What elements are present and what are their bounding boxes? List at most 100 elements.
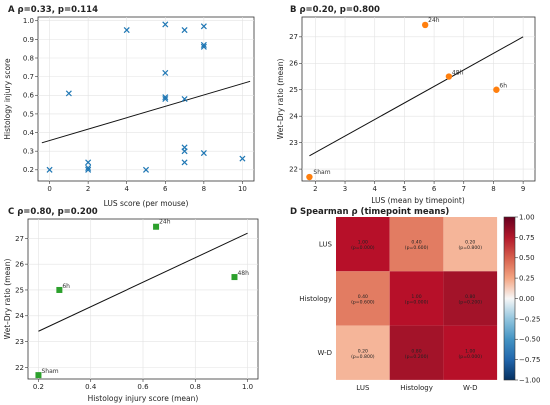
point-label: 24h	[159, 219, 171, 226]
heatmap-cell-pvalue: (p=0.000)	[351, 245, 375, 251]
colorbar-tick-label: −0.25	[519, 315, 540, 323]
panel-b-title: B ρ=0.20, p=0.800	[290, 5, 380, 15]
x-tick-label: 8	[491, 185, 495, 193]
data-point-stroke	[85, 164, 92, 171]
x-tick-label: 5	[402, 185, 406, 193]
heatmap-cell-pvalue: (p=0.000)	[405, 299, 429, 305]
colorbar	[503, 216, 516, 381]
panel-a-xlabel: LUS score (per mouse)	[104, 199, 189, 208]
data-point-stroke	[162, 94, 169, 101]
heatmap-cell-fill	[336, 217, 390, 272]
colorbar-tick-label: 0.00	[519, 295, 535, 303]
data-point	[493, 86, 500, 93]
heatmap-cell-fill	[336, 325, 390, 380]
data-point-stroke	[123, 27, 130, 34]
data-point	[200, 41, 207, 48]
data-point	[200, 23, 207, 30]
heatmap-cell-pvalue: (p=0.200)	[458, 299, 482, 305]
panel-a: A ρ=0.33, p=0.114 0 2 4 6 8 10 0.2 0.3 0.4 0.5 0.6…	[3, 5, 255, 208]
data-point	[162, 21, 169, 28]
panel-b-fit-line	[309, 36, 524, 157]
heatmap-cell-value: 0.80	[465, 294, 475, 300]
panel-b-points: Sham 24h 48h 6h	[306, 17, 507, 181]
fit-line	[38, 232, 248, 332]
heatmap-cell-value: 1.00	[411, 294, 421, 300]
y-tick-label: 0.4	[23, 129, 35, 137]
heatmap-row-label: LUS	[319, 241, 333, 249]
data-point-stroke	[162, 95, 169, 103]
y-tick-label: 0.6	[23, 92, 35, 100]
heatmap-cell-fill	[389, 271, 444, 326]
heatmap-cell: 0.20(p=0.800)	[443, 217, 498, 272]
data-point-stroke	[200, 43, 207, 50]
data-point	[35, 372, 42, 379]
data-point	[445, 73, 453, 80]
x-tick-label: 1.0	[242, 383, 253, 391]
heatmap-col-label: Histology	[400, 384, 433, 392]
y-tick-label: 0.5	[23, 110, 34, 118]
panel-a-ticks: 0 2 4 6 8 10 0.2 0.3 0.4 0.5 0.6 0.7 0.8 0.9 1.0	[23, 17, 247, 193]
colorbar-tick-label: −1.00	[519, 376, 540, 384]
panel-b-ylabel: Wet–Dry ratio (mean)	[276, 59, 285, 140]
data-point	[421, 21, 429, 29]
y-tick-label: 24	[289, 113, 298, 121]
heatmap-cell: 1.00(p=0.000)	[389, 271, 444, 326]
heatmap-cell: 0.40(p=0.600)	[389, 217, 444, 272]
data-point	[153, 223, 160, 230]
panel-b-xlabel: LUS (mean by timepoint)	[371, 196, 465, 205]
heatmap-cell-pvalue: (p=0.800)	[351, 354, 375, 360]
data-point	[162, 94, 169, 101]
data-point	[85, 164, 92, 171]
point-label: 48h	[452, 70, 464, 77]
heatmap-cell-value: 0.20	[358, 348, 368, 354]
x-tick-label: 0.8	[190, 383, 201, 391]
fit-line	[41, 80, 251, 144]
heatmap-row-label: W-D	[317, 349, 332, 357]
x-tick-label: 4	[124, 185, 129, 193]
heatmap-cell-fill	[443, 271, 498, 326]
data-point-stroke	[181, 148, 188, 155]
panel-c-grid	[28, 219, 258, 379]
heatmap-cell-pvalue: (p=0.800)	[458, 245, 482, 251]
panel-c-points: Sham 6h 24h 48h	[35, 219, 249, 379]
data-point	[231, 274, 238, 281]
data-point-stroke	[200, 150, 207, 157]
colorbar-tick-label: 0.25	[519, 275, 535, 283]
y-tick-label: 0.3	[23, 148, 34, 156]
y-tick-label: 26	[289, 60, 298, 68]
data-point-stroke	[181, 27, 188, 34]
heatmap-cell-value: 0.40	[358, 294, 368, 300]
heatmap-cell-value: 0.80	[411, 348, 421, 354]
panel-a-ylabel: Histology injury score	[3, 58, 12, 140]
panel-d: D Spearman ρ (timepoint means) 1.00(p=0.…	[290, 207, 540, 392]
heatmap-col-label: LUS	[356, 384, 370, 392]
y-tick-label: 0.8	[23, 54, 34, 62]
x-tick-label: 3	[343, 185, 347, 193]
data-point-stroke	[239, 155, 246, 162]
y-tick-label: 23	[15, 338, 24, 346]
y-tick-label: 0.9	[23, 36, 34, 44]
y-tick-label: 22	[15, 364, 24, 372]
data-point-stroke	[181, 159, 188, 166]
heatmap-cell-value: 1.00	[358, 240, 368, 246]
data-point-stroke	[162, 21, 169, 28]
panel-b-grid	[302, 17, 535, 181]
data-point	[142, 166, 150, 173]
panel-a-title: A ρ=0.33, p=0.114	[8, 5, 98, 15]
panel-a-grid	[38, 17, 254, 181]
colorbar-tick-label: 0.75	[519, 234, 535, 242]
x-tick-label: 0.4	[85, 383, 97, 391]
heatmap-cell: 0.20(p=0.800)	[336, 325, 390, 380]
x-tick-label: 10	[238, 185, 247, 193]
point-label: 6h	[499, 83, 507, 90]
point-label: 48h	[237, 270, 249, 277]
y-tick-label: 26	[15, 261, 24, 269]
colorbar-tick-label: −0.75	[519, 356, 540, 364]
y-tick-label: 27	[15, 235, 24, 243]
colorbar-tick-label: 0.50	[519, 254, 535, 262]
data-point-stroke	[181, 95, 188, 103]
colorbar-tick-label: 1.00	[519, 213, 535, 221]
heatmap-cell-pvalue: (p=0.000)	[458, 354, 482, 360]
